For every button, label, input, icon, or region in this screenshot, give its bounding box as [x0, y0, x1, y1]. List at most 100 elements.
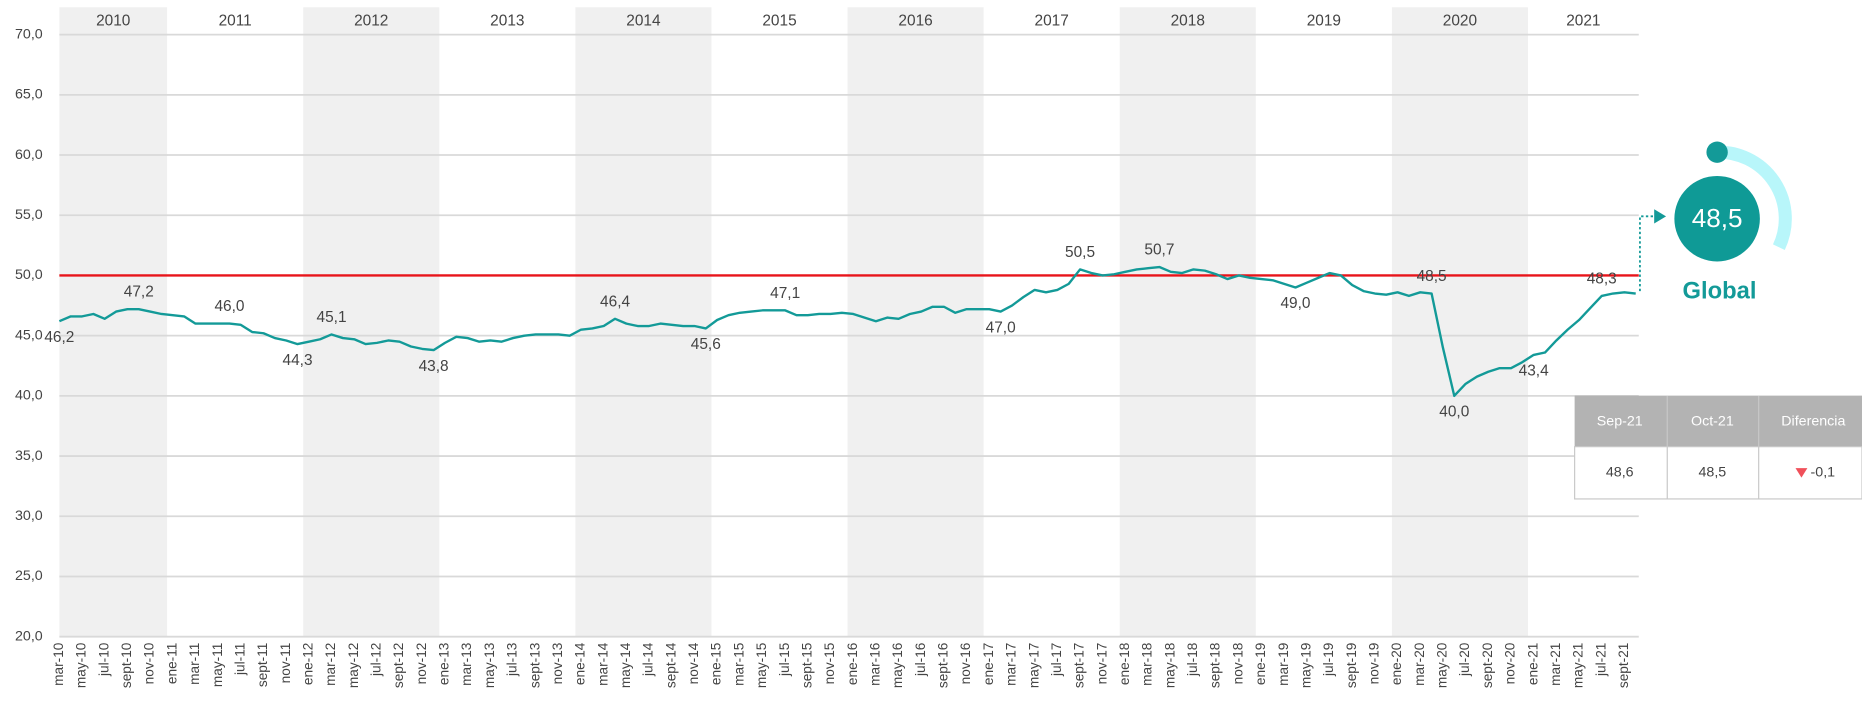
down-triangle [1795, 468, 1808, 478]
year-label: 2019 [1307, 13, 1341, 30]
x-tick-label: sept-13 [527, 643, 542, 689]
data-label: 46,4 [600, 293, 630, 310]
x-tick-label: ene-12 [300, 643, 315, 685]
x-tick-label: may-19 [1298, 643, 1313, 688]
x-tick-label: sept-15 [799, 642, 814, 688]
x-tick-label: nov-20 [1503, 642, 1518, 684]
x-tick-label: ene-20 [1389, 642, 1404, 685]
plot: 46,2 47,2 46,0 44,3 45,1 43,8 46,4 45,6 47,1 47,0… [44, 241, 1639, 421]
x-tick-label: jul-10 [96, 642, 111, 677]
x-tick-label: sept-19 [1344, 643, 1359, 689]
x-tick-label: jul-21 [1593, 643, 1608, 677]
year-band [303, 7, 440, 637]
x-tick-label: may-18 [1162, 643, 1177, 688]
x-tick-label: nov-14 [686, 642, 701, 684]
data-label: 50,5 [1065, 244, 1095, 261]
x-tick-label: jul-16 [913, 643, 928, 677]
x-tick-label: mar-12 [323, 643, 338, 686]
table-cell: 48,5 [1699, 465, 1727, 481]
data-label: 43,8 [419, 358, 449, 375]
x-tick-label: may-20 [1435, 642, 1450, 688]
x-tick-label: sept-11 [255, 643, 270, 688]
table-header-cell: Diferencia [1781, 414, 1845, 430]
y-tick-label: 30,0 [15, 508, 43, 524]
y-tick-label: 50,0 [15, 267, 43, 283]
year-label: 2016 [898, 13, 932, 30]
x-tick-label: may-13 [482, 643, 497, 688]
data-label: 48,5 [1417, 268, 1447, 285]
x-tick-label: sept-20 [1480, 642, 1495, 688]
year-band [847, 7, 984, 637]
x-tick-label: ene-14 [573, 642, 588, 685]
bubble [1674, 175, 1760, 262]
x-tick-label: nov-18 [1230, 643, 1245, 685]
year-label: 2015 [762, 13, 796, 30]
x-tick-label: ene-17 [981, 643, 996, 685]
year-label: 2013 [490, 13, 524, 30]
year-label: 2012 [354, 13, 388, 30]
table-header-cell: Oct-21 [1691, 414, 1734, 430]
x-tick-label: jul-17 [1049, 643, 1064, 677]
table-cell: -0,1 [1811, 465, 1836, 481]
x-tick-label: nov-13 [550, 643, 565, 685]
year-band [1391, 7, 1528, 637]
x-tick-label: jul-12 [369, 643, 384, 677]
year-label: 2014 [626, 13, 661, 30]
data-label: 43,4 [1519, 363, 1549, 380]
x-tick-label: jul-20 [1457, 642, 1472, 677]
y-tick-label: 25,0 [15, 568, 43, 584]
x-tick-label: sept-16 [936, 643, 951, 689]
x-tick-label: sept-21 [1616, 643, 1631, 689]
x-tick-label: nov-10 [142, 642, 157, 684]
year-bands: 2010 2011 2012 2013 2014 2015 2016 2017 2018 2019… [59, 7, 1601, 637]
data-label: 49,0 [1280, 295, 1310, 312]
x-tick-label: may-11 [210, 643, 225, 687]
table-header-cell: Sep-21 [1597, 414, 1643, 430]
x-tick-label: mar-13 [459, 643, 474, 686]
y-tick-label: 35,0 [15, 448, 43, 464]
gauge-dot [1706, 141, 1728, 163]
data-label: 50,7 [1144, 241, 1174, 258]
year-band [1119, 7, 1256, 637]
data-label: 47,2 [124, 284, 154, 301]
x-tick-label: jul-13 [505, 643, 520, 677]
x-tick-label: ene-11 [164, 643, 179, 684]
x-tick-label: may-21 [1571, 643, 1586, 688]
x-tick-label: sept-10 [119, 642, 134, 688]
series-line [58, 265, 1636, 398]
x-tick-label: mar-18 [1140, 643, 1155, 686]
y-tick-label: 40,0 [15, 388, 43, 404]
x-tick-label: nov-16 [958, 643, 973, 685]
table-cell: 48,6 [1606, 465, 1634, 481]
x-tick-label: nov-15 [822, 642, 837, 684]
y-tick-label: 60,0 [15, 147, 43, 163]
data-label: 46,2 [44, 329, 74, 346]
y-tick-label: 45,0 [15, 327, 43, 343]
y-tick-label: 70,0 [15, 26, 43, 42]
gauge-arc [1716, 145, 1792, 250]
data-label: 45,6 [691, 336, 721, 353]
data-label: 47,0 [986, 319, 1016, 336]
x-tick-label: ene-16 [845, 643, 860, 685]
connector [1639, 215, 1655, 292]
table-row [1574, 446, 1862, 500]
x-tick-label: mar-10 [51, 642, 66, 686]
x-tick-label: sept-12 [391, 643, 406, 689]
year-label: 2021 [1566, 13, 1600, 30]
x-tick-label: ene-13 [437, 643, 452, 685]
x-tick-label: may-12 [346, 643, 361, 688]
data-label: 40,0 [1439, 404, 1469, 421]
x-tick-label: mar-15 [731, 642, 746, 686]
x-tick-label: nov-11 [278, 643, 293, 684]
year-band [575, 7, 712, 637]
grid: 20,0 25,0 30,0 35,0 40,0 45,0 50,0 55,0 60,0 65,0… [15, 26, 1639, 688]
x-tick-label: mar-21 [1548, 643, 1563, 686]
bubble-value: 48,5 [1692, 203, 1743, 233]
year-label: 2020 [1443, 13, 1477, 30]
x-tick-label: nov-19 [1366, 643, 1381, 685]
x-tick-label: nov-12 [414, 643, 429, 685]
arrow [1654, 209, 1667, 224]
y-tick-label: 65,0 [15, 87, 43, 103]
y-tick-label: 20,0 [15, 628, 43, 644]
y-tick-label: 55,0 [15, 207, 43, 223]
